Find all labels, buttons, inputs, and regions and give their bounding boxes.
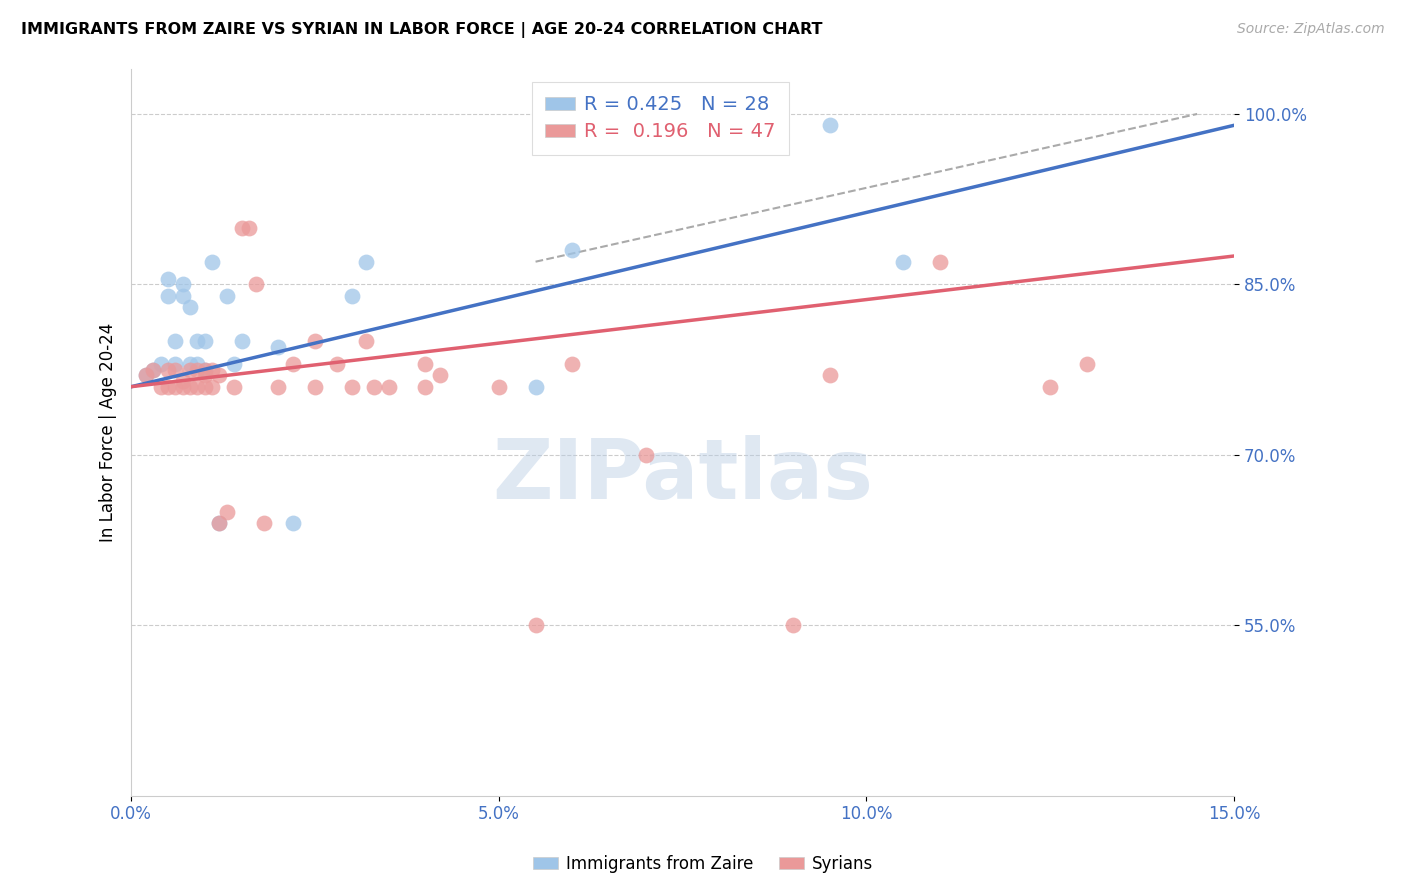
Point <box>142 362 165 376</box>
Point <box>231 220 253 235</box>
Y-axis label: In Labor Force | Age 20-24: In Labor Force | Age 20-24 <box>100 323 117 541</box>
Point <box>186 334 208 349</box>
Point <box>165 362 187 376</box>
Text: Source: ZipAtlas.com: Source: ZipAtlas.com <box>1237 22 1385 37</box>
Text: IMMIGRANTS FROM ZAIRE VS SYRIAN IN LABOR FORCE | AGE 20-24 CORRELATION CHART: IMMIGRANTS FROM ZAIRE VS SYRIAN IN LABOR… <box>21 22 823 38</box>
Point <box>135 368 157 383</box>
Point <box>201 380 224 394</box>
Point <box>156 289 179 303</box>
Point <box>928 254 950 268</box>
Point <box>304 380 326 394</box>
Point <box>156 362 179 376</box>
Point <box>215 289 238 303</box>
Point <box>356 334 378 349</box>
Point <box>186 380 208 394</box>
Point <box>524 618 547 632</box>
Point <box>326 357 349 371</box>
Point <box>194 368 217 383</box>
Point <box>340 289 363 303</box>
Point <box>524 380 547 394</box>
Text: ZIPatlas: ZIPatlas <box>492 435 873 516</box>
Point <box>172 289 194 303</box>
Point <box>267 380 290 394</box>
Point <box>561 244 583 258</box>
Point <box>363 380 385 394</box>
Legend: Immigrants from Zaire, Syrians: Immigrants from Zaire, Syrians <box>526 848 880 880</box>
Point <box>818 368 841 383</box>
Point <box>818 119 841 133</box>
Point <box>429 368 451 383</box>
Point <box>245 277 267 292</box>
Point <box>156 271 179 285</box>
Point <box>149 357 172 371</box>
Point <box>201 254 224 268</box>
Point <box>165 357 187 371</box>
Point <box>1039 380 1062 394</box>
Point <box>142 362 165 376</box>
Point <box>413 357 436 371</box>
Point <box>194 362 217 376</box>
Point <box>356 254 378 268</box>
Point <box>281 516 304 530</box>
Point <box>194 380 217 394</box>
Point <box>377 380 399 394</box>
Point <box>208 368 231 383</box>
Point <box>156 380 179 394</box>
Point <box>179 300 201 314</box>
Point <box>165 334 187 349</box>
Point <box>149 380 172 394</box>
Point <box>172 380 194 394</box>
Point <box>281 357 304 371</box>
Point <box>891 254 914 268</box>
Point <box>224 380 246 394</box>
Point <box>194 362 217 376</box>
Point <box>304 334 326 349</box>
Point <box>179 380 201 394</box>
Point <box>186 362 208 376</box>
Point <box>561 357 583 371</box>
Point <box>413 380 436 394</box>
Point <box>172 277 194 292</box>
Point <box>194 334 217 349</box>
Point <box>201 362 224 376</box>
Point <box>488 380 510 394</box>
Point <box>186 357 208 371</box>
Point <box>231 334 253 349</box>
Point <box>208 516 231 530</box>
Point <box>135 368 157 383</box>
Point <box>224 357 246 371</box>
Point <box>172 374 194 388</box>
Point <box>634 448 657 462</box>
Point <box>782 618 804 632</box>
Point <box>208 516 231 530</box>
Legend: R = 0.425   N = 28, R =  0.196   N = 47: R = 0.425 N = 28, R = 0.196 N = 47 <box>531 82 789 155</box>
Point <box>252 516 274 530</box>
Point <box>215 505 238 519</box>
Point <box>267 340 290 354</box>
Point <box>179 357 201 371</box>
Point <box>238 220 260 235</box>
Point <box>165 380 187 394</box>
Point <box>340 380 363 394</box>
Point <box>1076 357 1098 371</box>
Point <box>179 362 201 376</box>
